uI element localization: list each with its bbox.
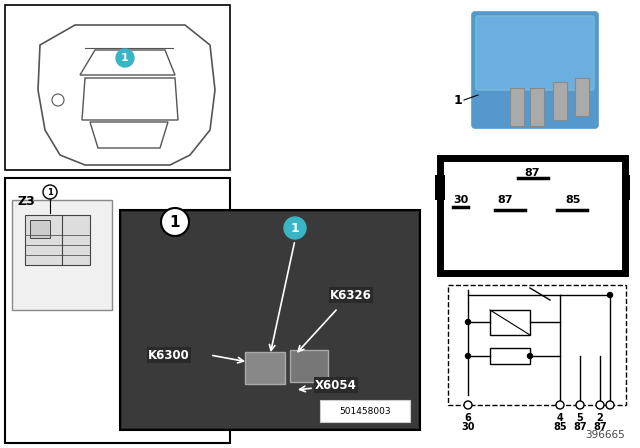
Text: 1: 1 bbox=[170, 215, 180, 229]
Text: 87: 87 bbox=[524, 168, 540, 178]
Bar bbox=[553, 82, 567, 120]
Bar bbox=[25, 215, 90, 265]
Circle shape bbox=[464, 401, 472, 409]
Text: 30: 30 bbox=[461, 422, 475, 432]
Text: 501458003: 501458003 bbox=[339, 406, 391, 415]
Text: K6300: K6300 bbox=[148, 349, 189, 362]
FancyBboxPatch shape bbox=[472, 12, 598, 128]
Text: 1: 1 bbox=[453, 94, 462, 107]
Circle shape bbox=[527, 353, 532, 358]
Circle shape bbox=[43, 185, 57, 199]
Bar bbox=[448, 285, 626, 405]
Bar bbox=[490, 348, 530, 364]
Text: 4: 4 bbox=[557, 413, 563, 423]
Text: 2: 2 bbox=[596, 413, 604, 423]
Circle shape bbox=[556, 401, 564, 409]
Text: 30: 30 bbox=[453, 195, 468, 205]
Bar bbox=[5, 178, 230, 443]
Text: 1: 1 bbox=[47, 188, 53, 197]
Bar bbox=[12, 200, 112, 310]
Text: Z3: Z3 bbox=[18, 195, 36, 208]
Bar bbox=[120, 210, 420, 430]
Text: 5: 5 bbox=[577, 413, 584, 423]
Circle shape bbox=[284, 217, 306, 239]
Text: 396665: 396665 bbox=[585, 430, 625, 440]
Circle shape bbox=[576, 401, 584, 409]
Bar bbox=[440, 158, 625, 273]
Polygon shape bbox=[90, 122, 168, 148]
Text: 87: 87 bbox=[497, 195, 513, 205]
Bar bbox=[530, 88, 544, 126]
Bar bbox=[320, 400, 410, 422]
Bar bbox=[622, 175, 630, 200]
Circle shape bbox=[596, 401, 604, 409]
Polygon shape bbox=[82, 78, 178, 120]
Text: 6: 6 bbox=[465, 413, 472, 423]
Bar bbox=[290, 350, 328, 382]
Polygon shape bbox=[80, 50, 175, 75]
Bar bbox=[575, 78, 589, 116]
Text: 85: 85 bbox=[553, 422, 567, 432]
Circle shape bbox=[161, 208, 189, 236]
Circle shape bbox=[465, 353, 470, 358]
Circle shape bbox=[52, 94, 64, 106]
Circle shape bbox=[465, 319, 470, 324]
Bar bbox=[5, 5, 230, 170]
Text: 1: 1 bbox=[291, 221, 300, 234]
Polygon shape bbox=[38, 25, 215, 165]
Bar bbox=[245, 352, 285, 384]
Circle shape bbox=[116, 49, 134, 67]
Bar bbox=[30, 220, 50, 238]
Text: 1: 1 bbox=[121, 53, 129, 63]
Bar bbox=[510, 88, 524, 126]
Text: 87: 87 bbox=[573, 422, 587, 432]
Bar bbox=[122, 212, 418, 428]
Bar bbox=[435, 175, 445, 200]
Circle shape bbox=[607, 293, 612, 297]
Circle shape bbox=[606, 401, 614, 409]
Text: 87: 87 bbox=[593, 422, 607, 432]
Text: K6326: K6326 bbox=[330, 289, 372, 302]
FancyBboxPatch shape bbox=[476, 16, 594, 90]
Bar bbox=[490, 310, 530, 335]
Text: X6054: X6054 bbox=[315, 379, 357, 392]
Text: 85: 85 bbox=[565, 195, 580, 205]
